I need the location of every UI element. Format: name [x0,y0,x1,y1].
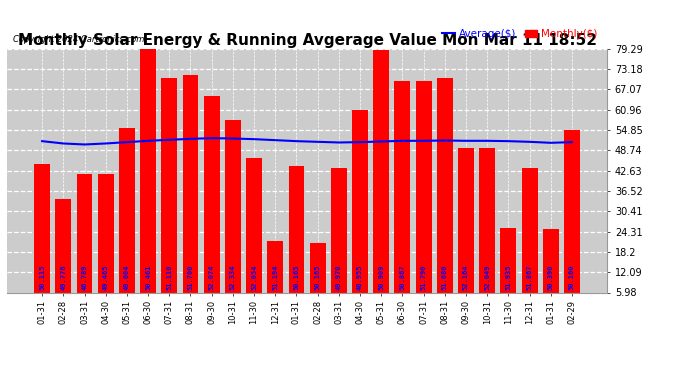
Bar [352,110,368,292]
Bar [161,78,177,292]
Text: 48.955: 48.955 [357,264,363,290]
Text: 46.789: 46.789 [81,264,88,290]
Bar [395,81,411,292]
Text: 51.110: 51.110 [166,264,172,290]
Text: 50.115: 50.115 [39,264,45,290]
Text: 51.680: 51.680 [442,264,448,290]
Bar [119,128,135,292]
Text: 50.461: 50.461 [145,264,151,290]
Bar [458,148,474,292]
Text: 52.054: 52.054 [251,264,257,290]
Text: 52.049: 52.049 [484,264,490,290]
Text: 52.074: 52.074 [208,264,215,290]
Text: 49.604: 49.604 [124,264,130,290]
Bar [204,96,219,292]
Bar [500,228,516,292]
Text: 51.790: 51.790 [421,264,426,290]
Text: 50.165: 50.165 [315,264,321,290]
Bar [225,120,241,292]
Text: 50.909: 50.909 [378,264,384,290]
Bar [310,243,326,292]
Bar [522,168,538,292]
Bar [415,81,431,292]
Text: 49.465: 49.465 [103,264,109,290]
Bar [140,48,156,292]
Text: 49.970: 49.970 [336,264,342,290]
Bar [98,174,114,292]
Bar [34,164,50,292]
Text: 49.776: 49.776 [60,264,66,290]
Bar [331,168,347,292]
Title: Monthly Solar Energy & Running Avgerage Value Mon Mar 11 18:52: Monthly Solar Energy & Running Avgerage … [17,33,597,48]
Bar [183,75,199,292]
Bar [246,158,262,292]
Text: 51.935: 51.935 [505,264,511,290]
Legend: Average($), Monthly($): Average($), Monthly($) [438,25,602,43]
Text: 50.867: 50.867 [400,264,406,290]
Text: 50.160: 50.160 [569,264,575,290]
Text: 50.390: 50.390 [548,264,554,290]
Text: Copyright 2024 Cartronics.com: Copyright 2024 Cartronics.com [13,35,144,44]
Bar [77,174,92,292]
Text: 52.164: 52.164 [463,264,469,290]
Text: 51.700: 51.700 [188,264,193,290]
Text: 51.194: 51.194 [273,264,278,290]
Bar [564,129,580,292]
Text: 50.165: 50.165 [293,264,299,290]
Text: 51.867: 51.867 [526,264,533,290]
Bar [373,50,389,292]
Bar [55,200,71,292]
Text: 52.334: 52.334 [230,264,236,290]
Bar [288,166,304,292]
Bar [543,229,559,292]
Bar [480,148,495,292]
Bar [437,78,453,292]
Bar [267,241,283,292]
